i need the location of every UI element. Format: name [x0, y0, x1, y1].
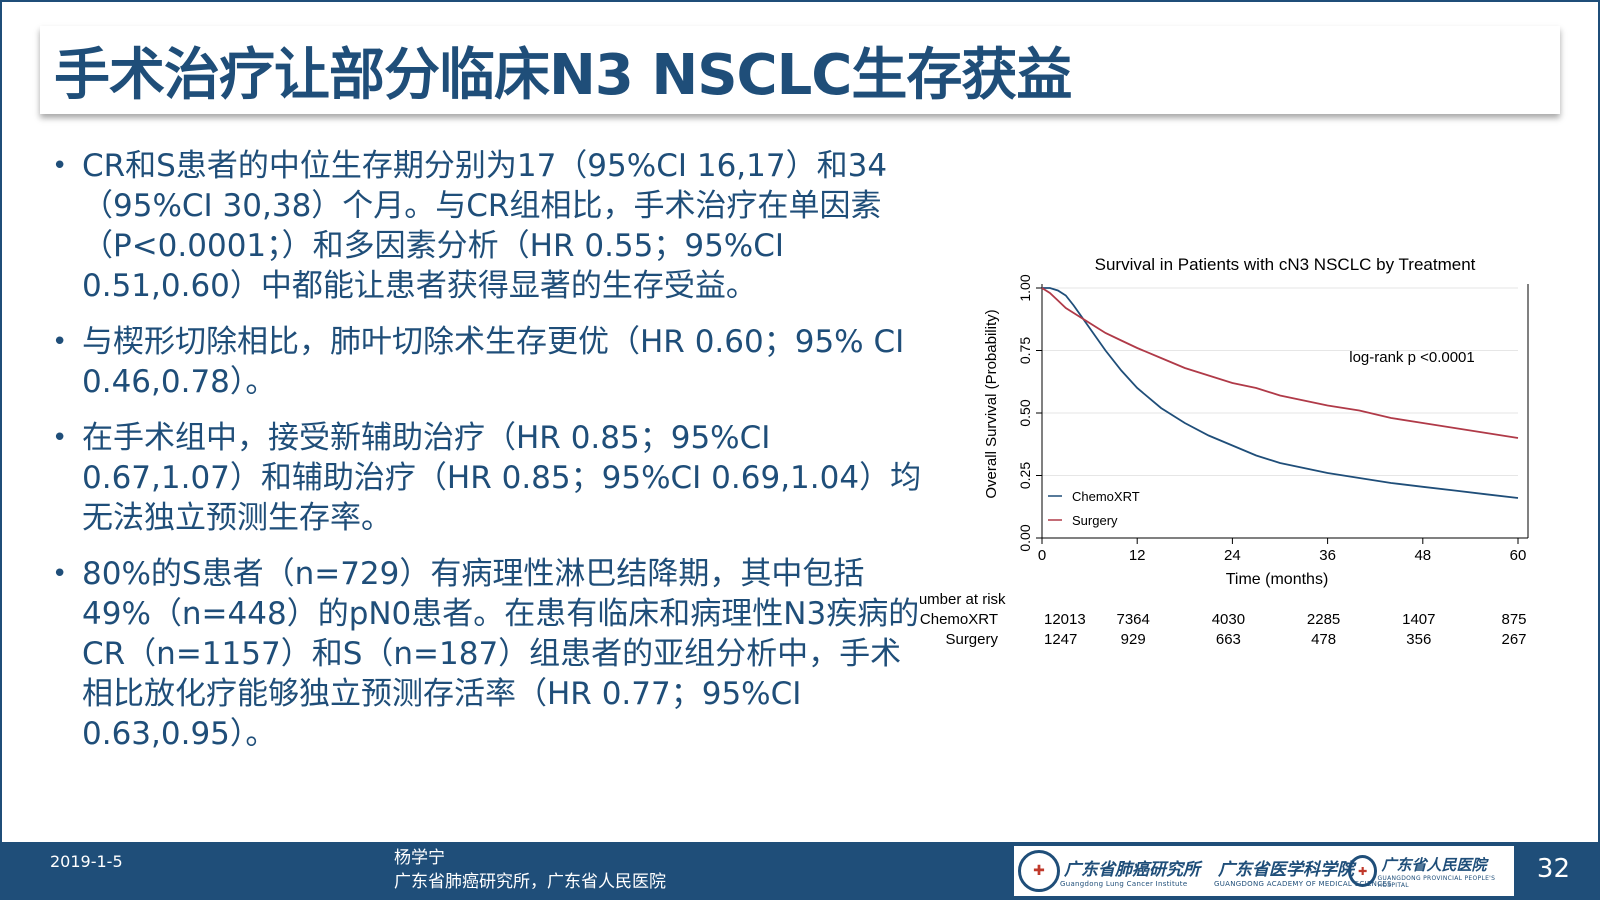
risk-value-chemoxrt: 7364 [1117, 611, 1150, 628]
y-tick-label: 0.75 [1017, 337, 1033, 364]
footer-date: 2019-1-5 [50, 852, 123, 871]
footer: 2019-1-5 杨学宁 广东省肺癌研究所，广东省人民医院 ✚ 广东省肺癌研究所… [0, 842, 1600, 900]
y-axis-label: Overall Survival (Probability) [983, 309, 1000, 498]
logo-lung-cancer-institute: ✚ 广东省肺癌研究所 Guangdong Lung Cancer Institu… [1018, 846, 1200, 896]
chart-title: Survival in Patients with cN3 NSCLC by T… [1095, 255, 1476, 274]
risk-row-label-chemoxrt: ChemoXRT [920, 611, 998, 628]
risk-value-chemoxrt: 12013 [1044, 611, 1086, 628]
x-axis-label: Time (months) [1226, 571, 1329, 588]
y-tick-label: 0.25 [1017, 462, 1033, 489]
plot-lines [1041, 287, 1519, 499]
footer-affiliation: 广东省肺癌研究所，广东省人民医院 [394, 872, 666, 892]
logo-sub: GUANGDONG PROVINCIAL PEOPLE'S HOSPITAL [1377, 874, 1496, 889]
bullet-item: 在手术组中，接受新辅助治疗（HR 0.85；95%CI 0.67,1.07）和辅… [50, 418, 930, 538]
risk-table: Number at risk ChemoXRT Surgery 12013 736… [920, 591, 1527, 648]
risk-value-surgery: 663 [1216, 631, 1241, 648]
bullet-item: 80%的S患者（n=729）有病理性淋巴结降期，其中包括49%（n=448）的p… [50, 554, 930, 754]
title-bar: 手术治疗让部分临床N3 NSCLC生存获益 [40, 26, 1560, 114]
logo-sub: GUANGDONG ACADEMY OF MEDICAL SCIENCES [1214, 879, 1392, 888]
x-tick-label: 24 [1224, 547, 1241, 564]
x-tick-label: 36 [1319, 547, 1336, 564]
footer-author-block: 杨学宁 广东省肺癌研究所，广东省人民医院 [394, 846, 666, 894]
hospital-seal-icon: ✚ [1348, 855, 1378, 887]
risk-value-surgery: 1247 [1044, 631, 1077, 648]
logo-sub: Guangdong Lung Cancer Institute [1060, 879, 1188, 888]
risk-value-surgery: 356 [1406, 631, 1431, 648]
risk-table-header: Number at risk [920, 591, 1006, 608]
risk-value-surgery: 929 [1121, 631, 1146, 648]
risk-row-label-surgery: Surgery [945, 631, 998, 648]
series-line-chemoxrt [1042, 287, 1519, 499]
logo-strip: ✚ 广东省肺癌研究所 Guangdong Lung Cancer Institu… [1014, 846, 1514, 896]
risk-value-chemoxrt: 875 [1501, 611, 1526, 628]
risk-value-surgery: 267 [1501, 631, 1526, 648]
bullet-item: 与楔形切除相比，肺叶切除术生存更优（HR 0.60；95% CI 0.46,0.… [50, 322, 930, 402]
plot-axes: 0.00 0.25 0.50 0.75 1.00 0 12 24 36 48 60 [1017, 274, 1529, 564]
bullet-list: CR和S患者的中位生存期分别为17（95%CI 16,17）和34（95%CI … [50, 146, 930, 770]
lung-institute-seal-icon: ✚ [1018, 850, 1060, 892]
y-tick-label: 1.00 [1017, 274, 1033, 301]
logo-academy: 广东省医学科学院 GUANGDONG ACADEMY OF MEDICAL SC… [1214, 846, 1392, 896]
x-tick-label: 48 [1414, 547, 1431, 564]
y-tick-label: 0.00 [1017, 524, 1033, 551]
x-tick-label: 0 [1038, 547, 1046, 564]
slide-title: 手术治疗让部分临床N3 NSCLC生存获益 [54, 43, 1072, 108]
risk-value-chemoxrt: 2285 [1307, 611, 1340, 628]
logo-name: 广东省人民医院 [1381, 855, 1487, 874]
legend-label-surgery: Surgery [1072, 513, 1118, 528]
logo-name: 广东省医学科学院 [1218, 859, 1354, 880]
log-rank-annotation: log-rank p <0.0001 [1349, 349, 1475, 366]
risk-value-surgery: 478 [1311, 631, 1336, 648]
risk-values: 12013 7364 4030 2285 1407 875 1247 929 663 478 356… [1044, 611, 1527, 648]
footer-author: 杨学宁 [394, 848, 445, 868]
x-tick-label: 60 [1510, 547, 1527, 564]
legend-label-chemoxrt: ChemoXRT [1072, 489, 1140, 504]
bullet-item: CR和S患者的中位生存期分别为17（95%CI 16,17）和34（95%CI … [50, 146, 930, 306]
page-number: 32 [1536, 854, 1570, 884]
chart-legend: ChemoXRT Surgery [1048, 489, 1140, 528]
logo-peoples-hospital: ✚ 广东省人民医院 GUANGDONG PROVINCIAL PEOPLE'S … [1348, 846, 1514, 896]
y-tick-label: 0.50 [1017, 399, 1033, 426]
survival-chart: Survival in Patients with cN3 NSCLC by T… [920, 252, 1560, 652]
logo-name: 广东省肺癌研究所 [1064, 859, 1200, 880]
risk-value-chemoxrt: 4030 [1212, 611, 1245, 628]
series-line-surgery [1041, 287, 1519, 439]
x-tick-label: 12 [1129, 547, 1146, 564]
risk-value-chemoxrt: 1407 [1402, 611, 1435, 628]
